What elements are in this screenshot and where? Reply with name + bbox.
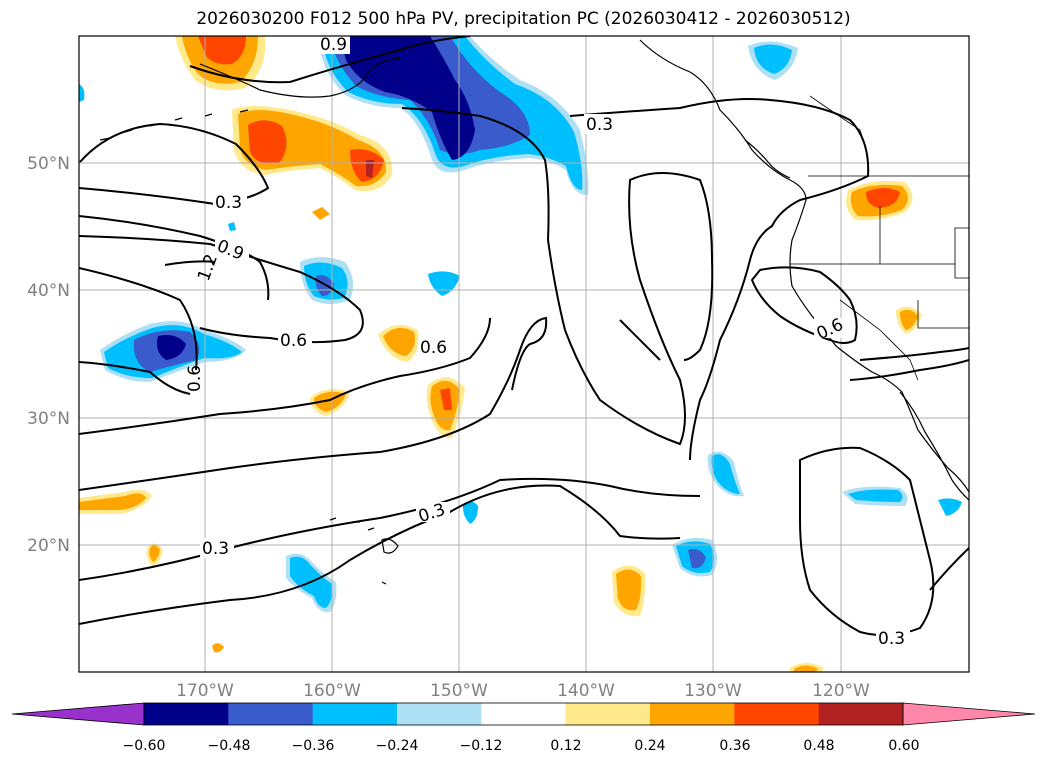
shade-positive bbox=[248, 120, 287, 164]
shade-negative bbox=[938, 498, 962, 516]
colorbar-tick-label: −0.60 bbox=[123, 738, 166, 754]
colorbar-tick-label: 0.24 bbox=[634, 738, 665, 754]
lon-label: 120°W bbox=[812, 681, 870, 701]
contour-label: 0.6 bbox=[185, 365, 205, 392]
shade-negative bbox=[688, 549, 706, 569]
colorbar-segment bbox=[228, 703, 314, 725]
contour-label: 0.6 bbox=[420, 338, 447, 358]
shade-negative bbox=[711, 454, 740, 494]
lat-labels: 50°N 40°N 30°N 20°N bbox=[27, 154, 70, 556]
precip-shading bbox=[79, 36, 962, 672]
contour-line bbox=[79, 484, 681, 625]
shade-negative bbox=[754, 44, 792, 74]
shade-positive bbox=[616, 569, 642, 611]
contour-label: 0.3 bbox=[215, 193, 242, 213]
vancouver-island bbox=[744, 139, 791, 179]
colorbar-tick-label: 0.12 bbox=[550, 738, 581, 754]
contour-line bbox=[79, 267, 198, 371]
lat-label: 30°N bbox=[27, 409, 70, 429]
contour-line bbox=[799, 446, 935, 637]
shade-positive bbox=[149, 545, 160, 562]
north-america-coast bbox=[639, 39, 969, 493]
lon-label: 140°W bbox=[557, 681, 615, 701]
shade-positive bbox=[866, 188, 900, 208]
contour-line bbox=[164, 260, 216, 266]
colorbar-segment bbox=[734, 703, 820, 725]
lat-label: 50°N bbox=[27, 154, 70, 174]
contour-line bbox=[619, 319, 661, 361]
shade-negative bbox=[228, 222, 236, 231]
lon-labels: 170°W 160°W 150°W 140°W 130°W 120°W bbox=[176, 681, 870, 701]
contour-line bbox=[849, 359, 969, 381]
map-title: 2026030200 F012 500 hPa PV, precipitatio… bbox=[196, 9, 851, 29]
lon-label: 150°W bbox=[430, 681, 488, 701]
contour-line bbox=[79, 361, 191, 395]
colorbar-tick-label: 0.60 bbox=[888, 738, 919, 754]
colorbar-tick-labels: −0.60 −0.48 −0.36 −0.24 −0.12 0.12 0.24 … bbox=[123, 738, 920, 754]
shade-positive bbox=[198, 36, 246, 65]
colorbar-extend-low bbox=[11, 702, 145, 726]
shade-negative bbox=[157, 335, 186, 360]
colorbar-segment bbox=[397, 703, 482, 725]
shade-positive bbox=[440, 388, 452, 410]
contour-line bbox=[750, 266, 858, 344]
contour-line bbox=[189, 36, 471, 84]
contour-label: 0.3 bbox=[878, 629, 905, 649]
colorbar-tick-label: 0.48 bbox=[803, 738, 834, 754]
lat-label: 40°N bbox=[27, 281, 70, 301]
shade-positive bbox=[794, 665, 818, 672]
shade-positive bbox=[900, 309, 918, 330]
shade-negative bbox=[79, 84, 85, 102]
colorbar-extend-high bbox=[902, 702, 1036, 726]
shade-positive bbox=[312, 207, 330, 220]
contour-label: 0.9 bbox=[320, 35, 347, 55]
plot-frame bbox=[78, 35, 970, 673]
colorbar-segment bbox=[650, 703, 735, 725]
contour-labels: 0.9 0.3 0.3 0.9 1.2 0.6 0.6 0.6 0.6 0.3 … bbox=[185, 34, 910, 649]
contour-line bbox=[569, 98, 870, 461]
contour-line bbox=[79, 477, 701, 581]
contour-line bbox=[859, 347, 969, 361]
colorbar bbox=[11, 702, 1036, 726]
shade-positive bbox=[212, 643, 224, 653]
shade-positive bbox=[383, 327, 415, 356]
colorbar-tick-label: −0.24 bbox=[376, 738, 419, 754]
contour-line bbox=[79, 235, 364, 344]
contour-line bbox=[401, 107, 714, 446]
colorbar-segment bbox=[481, 703, 567, 725]
contour-label: 0.3 bbox=[202, 539, 229, 559]
baja-coast bbox=[899, 391, 969, 501]
lat-label: 20°N bbox=[27, 536, 70, 556]
shade-positive bbox=[366, 160, 374, 178]
shade-positive bbox=[79, 493, 146, 510]
colorbar-segment bbox=[565, 703, 651, 725]
colorbar-segment bbox=[818, 703, 904, 725]
pv-contours bbox=[79, 36, 969, 637]
contour-label: 0.6 bbox=[280, 331, 307, 351]
gridlines bbox=[79, 36, 969, 672]
contour-line bbox=[79, 317, 491, 435]
contour-line bbox=[79, 122, 270, 206]
lon-label: 170°W bbox=[176, 681, 234, 701]
contour-line bbox=[79, 316, 548, 491]
colorbar-segment bbox=[312, 703, 398, 725]
lon-label: 130°W bbox=[684, 681, 742, 701]
colorbar-tick-label: −0.48 bbox=[208, 738, 251, 754]
shade-negative bbox=[462, 501, 478, 524]
shade-negative bbox=[848, 489, 903, 502]
shade-negative bbox=[428, 271, 460, 296]
lon-label: 160°W bbox=[303, 681, 361, 701]
alaska-coast bbox=[199, 57, 401, 98]
colorbar-tick-label: −0.12 bbox=[460, 738, 503, 754]
colorbar-frame bbox=[143, 702, 904, 726]
colorbar-segment bbox=[144, 703, 229, 725]
colorbar-tick-label: −0.36 bbox=[292, 738, 335, 754]
contour-line bbox=[929, 547, 969, 591]
state-borders bbox=[790, 95, 969, 381]
contour-label: 0.3 bbox=[586, 115, 613, 135]
colorbar-tick-label: 0.36 bbox=[719, 738, 750, 754]
